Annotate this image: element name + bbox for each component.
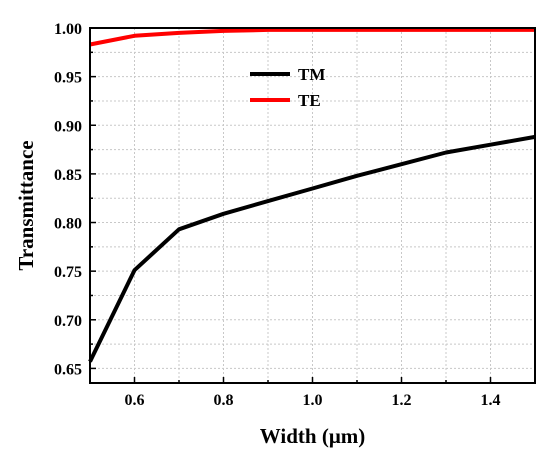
y-tick-label: 0.70 (54, 313, 82, 330)
y-tick-label: 1.00 (54, 21, 82, 38)
y-tick-label: 0.65 (54, 361, 82, 378)
grid (90, 28, 535, 383)
y-tick-label: 0.85 (54, 167, 82, 184)
x-tick-label: 0.8 (214, 392, 234, 409)
y-axis-title: Transmittance (14, 140, 38, 270)
y-tick-label: 0.95 (54, 70, 82, 87)
legend: TM TE (250, 65, 325, 110)
y-tick-label: 0.80 (54, 216, 82, 233)
y-tick-label: 0.75 (54, 264, 82, 281)
y-axis: 0.65 0.70 0.75 0.80 0.85 0.90 0.95 1.00 (54, 21, 96, 378)
x-axis: 0.6 0.8 1.0 1.2 1.4 (89, 377, 536, 409)
series-line-tm (88, 134, 536, 363)
x-tick-label: 1.0 (303, 392, 323, 409)
x-tick-label: 0.6 (125, 392, 145, 409)
series-line-te (89, 27, 535, 47)
y-tick-label: 0.90 (54, 118, 82, 135)
x-tick-label: 1.4 (481, 392, 501, 409)
x-tick-label: 1.2 (392, 392, 412, 409)
legend-label-te: TE (298, 91, 321, 110)
x-axis-title: Width (μm) (260, 424, 365, 448)
legend-label-tm: TM (298, 65, 325, 84)
series-lines (88, 27, 536, 363)
